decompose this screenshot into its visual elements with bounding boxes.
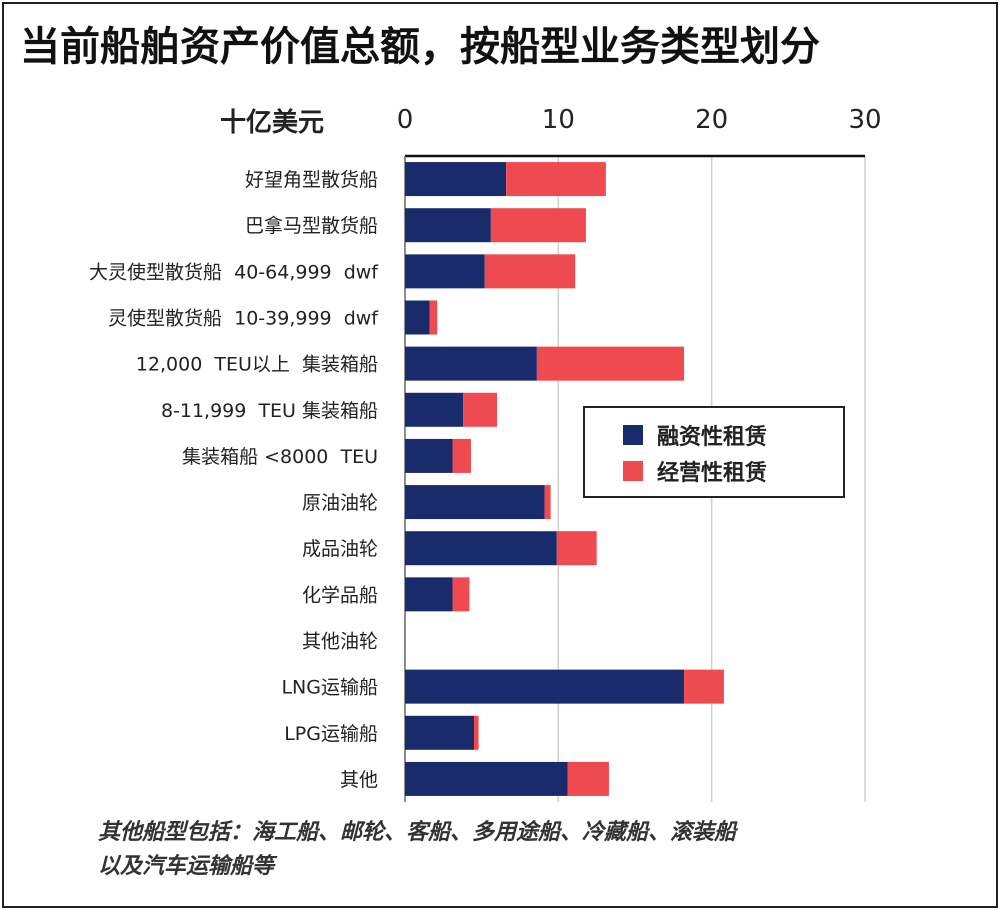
bar-finance	[405, 531, 557, 566]
footnote-line-2: 以及汽车运输船等	[98, 854, 275, 879]
bar-finance	[405, 715, 474, 750]
footnote: 其他船型包括：海工船、邮轮、客船、多用途船、冷藏船、滚装船 以及汽车运输船等	[98, 816, 978, 884]
bar-finance	[405, 761, 568, 796]
category-label: 成品油轮	[302, 538, 378, 560]
bar-finance	[405, 438, 453, 473]
category-label: 巴拿马型散货船	[245, 214, 378, 237]
category-label: LNG运输船	[281, 677, 378, 699]
bar-finance	[405, 669, 685, 704]
bar-finance	[405, 208, 491, 243]
x-tick-label: 10	[542, 105, 575, 135]
category-label: 好望角型散货船	[245, 169, 378, 191]
category-label: 12,000 TEU以上 集装箱船	[136, 354, 378, 376]
category-label: 其他	[340, 769, 378, 791]
bar-operating	[484, 254, 576, 289]
x-tick-label: 30	[848, 105, 881, 135]
x-tick-label: 0	[397, 105, 414, 135]
bar-operating	[463, 392, 497, 427]
bar-finance	[405, 577, 453, 612]
category-label: 8-11,999 TEU 集装箱船	[161, 400, 378, 422]
category-label: 集装箱船 <8000 TEU	[182, 446, 378, 468]
bar-operating	[452, 577, 470, 612]
chart-title: 当前船舶资产价值总额，按船型业务类型划分	[20, 24, 820, 70]
bar-finance	[405, 254, 485, 289]
bar-operating	[506, 162, 606, 197]
bar-finance	[405, 346, 537, 381]
bar-finance	[405, 300, 430, 335]
bar-finance	[405, 392, 464, 427]
bar-operating	[556, 531, 597, 566]
legend-label-operating: 经营性租赁	[657, 461, 768, 486]
bar-finance	[405, 485, 545, 520]
legend-item-operating: 经营性租赁	[623, 456, 767, 486]
legend-swatch-finance	[623, 425, 643, 445]
x-axis-unit-label: 十亿美元	[220, 108, 325, 138]
bar-operating	[567, 761, 609, 796]
bar-operating	[684, 669, 724, 704]
bar-operating	[474, 715, 479, 750]
bar-operating	[536, 346, 685, 381]
bar-operating	[452, 438, 471, 473]
footnote-line-1: 其他船型包括：海工船、邮轮、客船、多用途船、冷藏船、滚装船	[98, 820, 737, 845]
category-label: 灵使型散货船 10-39,999 dwf	[108, 308, 379, 330]
legend: 融资性租赁 经营性租赁	[583, 406, 845, 498]
category-label: 大灵使型散货船 40-64,999 dwf	[89, 261, 379, 283]
legend-label-finance: 融资性租赁	[657, 425, 768, 450]
bar-operating	[544, 485, 551, 520]
category-label: 化学品船	[302, 584, 378, 606]
category-label: 原油油轮	[302, 492, 378, 514]
bar-finance	[405, 162, 507, 197]
category-label: LPG运输船	[284, 723, 378, 745]
legend-item-finance: 融资性租赁	[623, 420, 767, 450]
x-tick-label: 20	[695, 105, 728, 135]
bar-operating	[490, 208, 586, 243]
bar-operating	[429, 300, 438, 335]
category-label: 其他油轮	[302, 631, 378, 653]
legend-swatch-operating	[623, 461, 643, 481]
